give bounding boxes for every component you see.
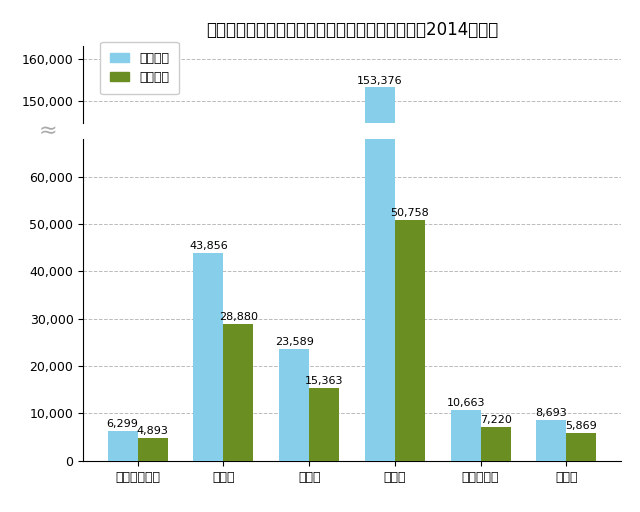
Text: 5,869: 5,869: [566, 421, 597, 431]
Bar: [138, 438, 168, 461]
Text: 153,376: 153,376: [357, 76, 403, 86]
Bar: [223, 324, 253, 461]
Text: 6,299: 6,299: [107, 419, 139, 429]
Bar: [395, 220, 425, 461]
Legend: 志願者数, 合格者数: 志願者数, 合格者数: [100, 42, 179, 94]
Bar: [365, 0, 395, 461]
Bar: [566, 433, 596, 461]
Bar: [365, 87, 395, 512]
Bar: [451, 410, 481, 461]
Text: 15,363: 15,363: [305, 376, 344, 386]
Text: 23,589: 23,589: [275, 337, 314, 347]
Bar: [481, 426, 511, 461]
Text: 7,220: 7,220: [479, 415, 511, 425]
Text: 50,758: 50,758: [390, 208, 429, 219]
Bar: [279, 349, 309, 461]
Text: 10,663: 10,663: [446, 398, 485, 409]
Title: 私立大の地区別・公募推薦志願者・合格者状況（2014年度）: 私立大の地区別・公募推薦志願者・合格者状況（2014年度）: [206, 21, 498, 39]
Text: 43,856: 43,856: [189, 241, 228, 251]
Bar: [108, 431, 138, 461]
Text: ≈: ≈: [38, 121, 58, 141]
Text: 4,893: 4,893: [137, 426, 168, 436]
Bar: [193, 253, 223, 461]
Bar: [309, 388, 339, 461]
Bar: [536, 420, 566, 461]
Text: 28,880: 28,880: [219, 312, 258, 322]
Text: 8,693: 8,693: [536, 408, 567, 418]
